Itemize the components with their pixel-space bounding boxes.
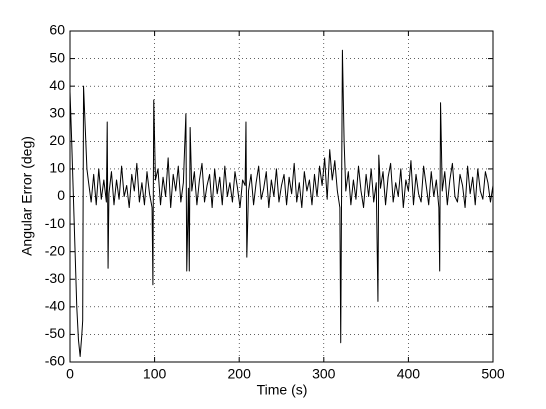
y-tick-label: -60	[45, 353, 65, 369]
y-tick-label: -40	[45, 298, 65, 314]
plot-frame	[69, 30, 494, 363]
y-axis-label: Angular Error (deg)	[19, 136, 35, 256]
y-tick-label: -30	[45, 270, 65, 286]
y-tick-label: -10	[45, 215, 65, 231]
y-tick-label: 10	[49, 160, 65, 176]
x-tick-label: 300	[312, 366, 336, 382]
x-tick-label: 100	[143, 366, 167, 382]
y-tick-label: 50	[49, 49, 65, 65]
y-tick-label: -50	[45, 325, 65, 341]
y-tick-label: 60	[49, 22, 65, 38]
y-tick-label: 0	[57, 187, 65, 203]
x-tick-label: 200	[228, 366, 252, 382]
y-tick-label: -20	[45, 242, 65, 258]
x-tick-label: 0	[66, 366, 74, 382]
x-axis-label: Time (s)	[257, 382, 308, 398]
y-tick-label: 30	[49, 104, 65, 120]
x-tick-label: 500	[481, 366, 505, 382]
y-tick-label: 20	[49, 132, 65, 148]
data-line	[69, 49, 494, 357]
y-tick-label: 40	[49, 77, 65, 93]
x-tick-label: 400	[397, 366, 421, 382]
